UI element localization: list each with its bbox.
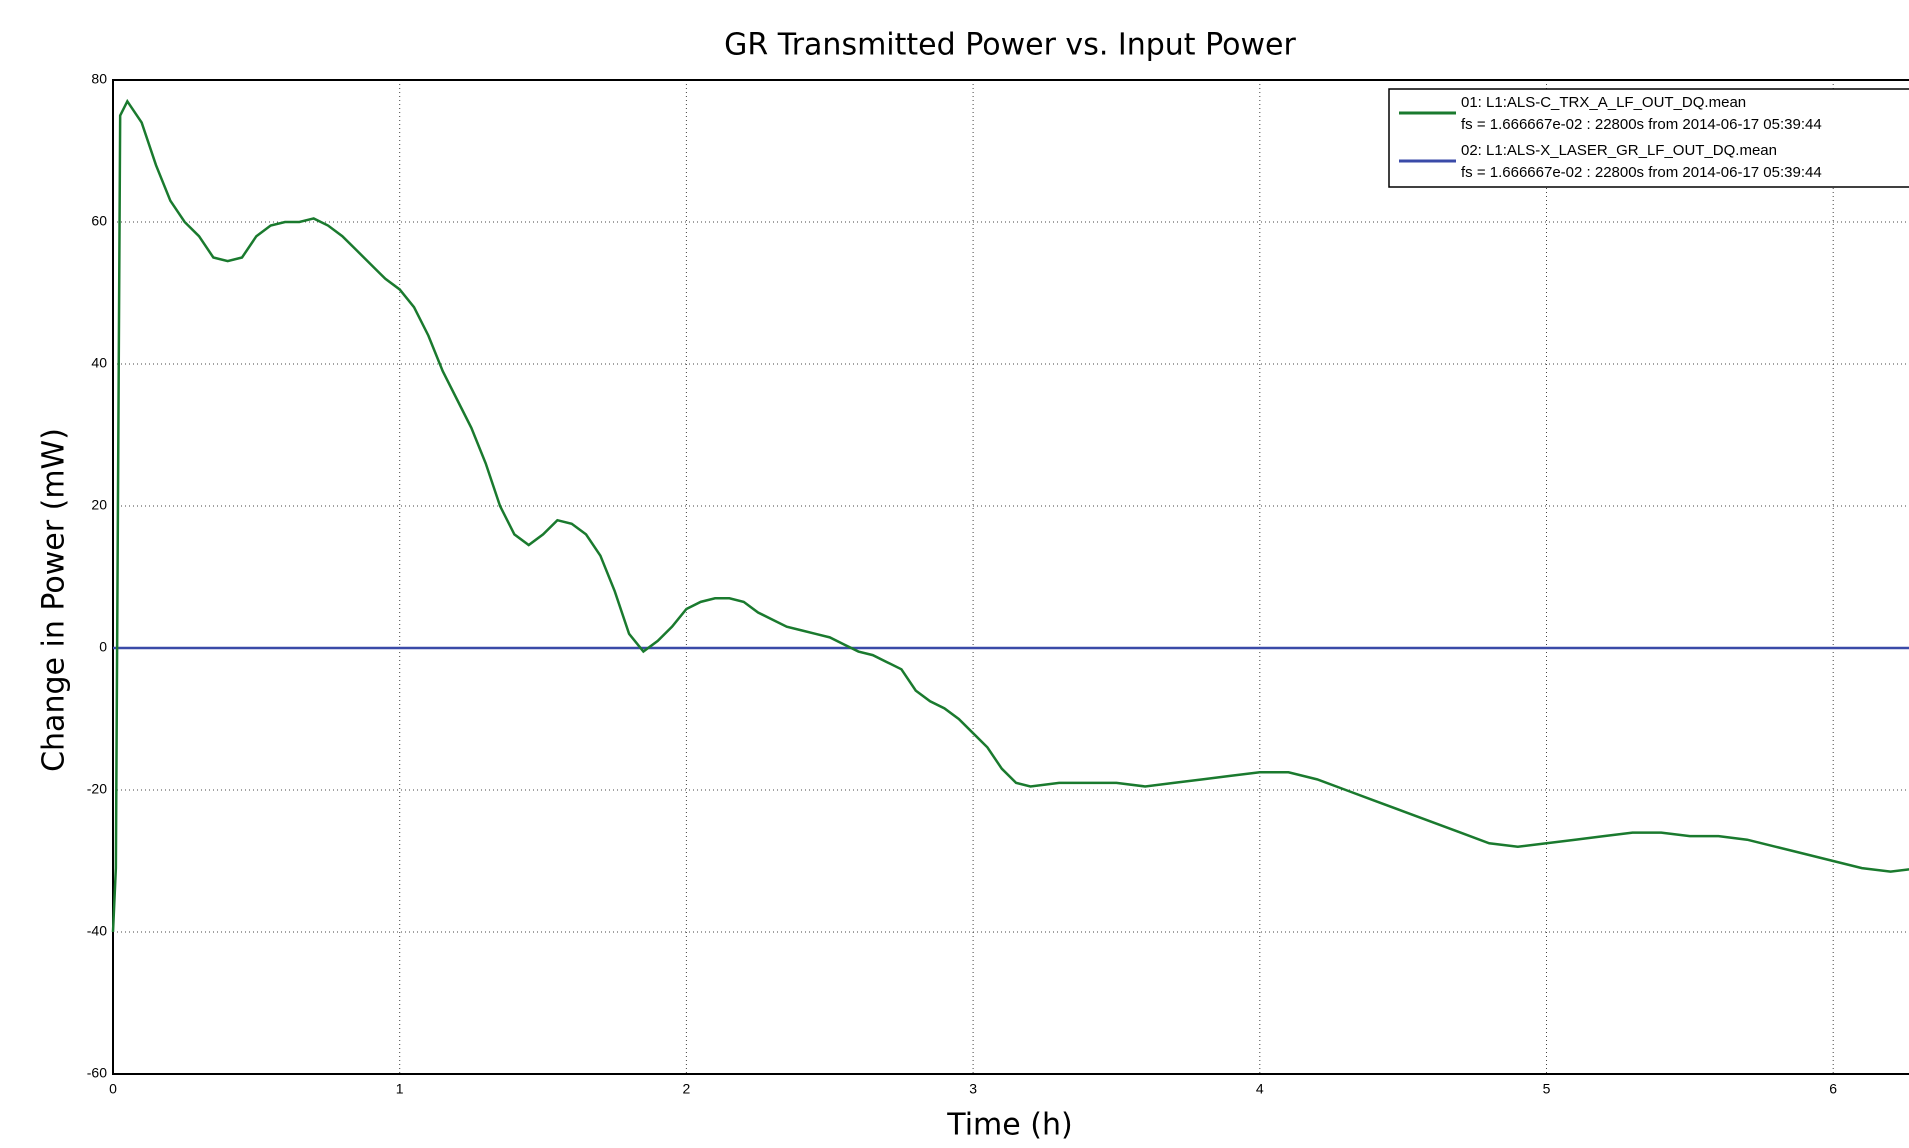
y-tick-label: 80 [91, 71, 107, 87]
y-axis-label: Change in Power (mW) [37, 428, 72, 772]
y-tick-label: -20 [87, 781, 107, 797]
y-tick-label: -60 [87, 1065, 107, 1081]
chart-title: GR Transmitted Power vs. Input Power [724, 28, 1296, 63]
x-tick-label: 0 [109, 1081, 117, 1097]
y-tick-label: 60 [91, 213, 107, 229]
x-axis-label: Time (h) [946, 1108, 1072, 1143]
legend-label: 01: L1:ALS-C_TRX_A_LF_OUT_DQ.mean [1461, 94, 1746, 111]
x-tick-label: 1 [396, 1081, 404, 1097]
x-tick-label: 3 [969, 1081, 977, 1097]
x-tick-label: 5 [1543, 1081, 1551, 1097]
legend-box [1388, 88, 1909, 188]
data-line [111, 98, 1909, 933]
legend-label: 02: L1:ALS-X_LASER_GR_LF_OUT_DQ.mean [1461, 142, 1777, 159]
y-tick-label: -40 [87, 923, 107, 939]
x-tick-label: 6 [1829, 1081, 1837, 1097]
x-tick-label: 2 [683, 1081, 691, 1097]
y-tick-label: 0 [99, 639, 107, 655]
legend-info: fs = 1.666667e-02 : 22800s from 2014-06-… [1461, 116, 1822, 133]
x-tick-label: 4 [1256, 1081, 1264, 1097]
legend-info: fs = 1.666667e-02 : 22800s from 2014-06-… [1461, 164, 1822, 181]
y-tick-label: 40 [91, 355, 107, 371]
y-tick-label: 20 [91, 497, 107, 513]
plot-frame [112, 79, 1909, 1075]
